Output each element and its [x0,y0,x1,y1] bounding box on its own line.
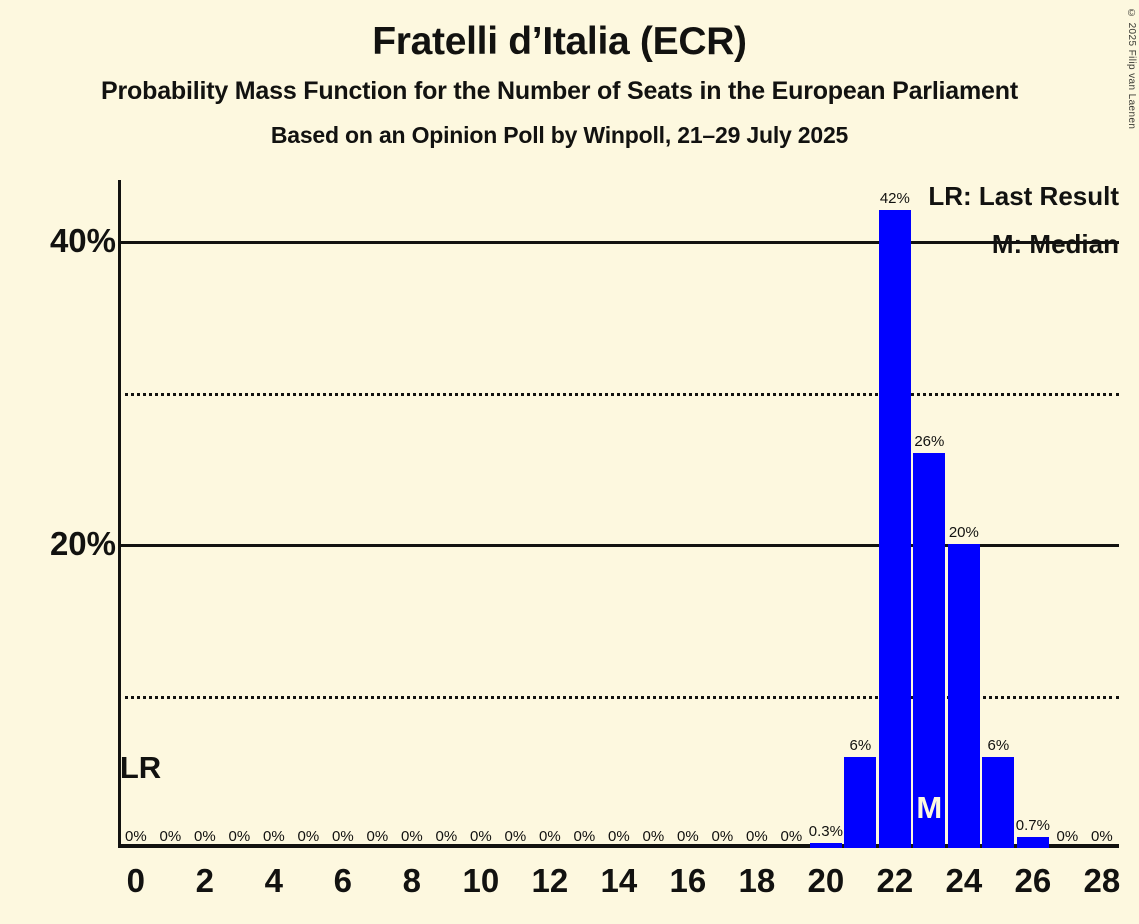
x-tick-label-20: 20 [807,862,845,899]
bar-seat-24 [947,544,980,848]
bar-seat-25 [982,756,1015,848]
x-tick-label-6: 6 [333,862,353,899]
x-axis-line [118,844,1119,848]
bar-value-label-19: 0% [780,828,803,845]
bar-value-label-7: 0% [366,828,389,845]
bar-value-label-6: 0% [332,828,354,845]
bar-value-label-25: 6% [987,736,1010,754]
bar-value-label-0: 0% [125,828,147,845]
bar-value-label-5: 0% [297,828,320,845]
chart-subtitle: Probability Mass Function for the Number… [101,76,1018,105]
bar-value-label-11: 0% [504,828,527,845]
median-marker: M [916,790,943,825]
bar-value-label-12: 0% [539,828,561,845]
y-tick-label-20: 20% [49,525,116,563]
last-result-marker: LR [119,750,162,785]
x-tick-label-0: 0 [126,862,146,899]
bar-value-label-21: 6% [849,736,872,754]
bar-value-label-18: 0% [746,828,768,845]
bar-seat-21 [844,756,877,848]
bar-value-label-4: 0% [263,828,285,845]
x-tick-label-18: 18 [738,862,776,899]
x-tick-label-10: 10 [462,862,500,899]
plot-area: 0% 0% 0% 0% 0% 0% 0% 0% 0% 0% 0% 0% 0% 0% 0% 0% 0% 0% 0% 0%… [118,180,1119,848]
bar-value-label-16: 0% [677,828,699,845]
bar-seat-20 [809,843,842,848]
chart-legend: LR: Last Result M: Median [719,183,1119,257]
bar-seat-23 [913,453,946,848]
page-title: Fratelli d’Italia (ECR) [372,20,747,63]
bar-value-label-14: 0% [608,828,630,845]
gridline-10 [118,696,1119,700]
bar-value-label-23: 26% [914,433,945,451]
gridline-40 [118,240,1119,244]
bar-value-label-20: 0.3% [808,823,843,841]
bar-value-label-26: 0.7% [1015,817,1050,835]
bar-value-label-3: 0% [228,828,251,845]
x-tick-label-24: 24 [945,862,983,899]
x-tick-label-28: 28 [1083,862,1121,899]
bar-value-label-13: 0% [573,828,596,845]
bar-value-label-2: 0% [194,828,216,845]
bar-value-label-27: 0% [1056,828,1079,845]
y-tick-label-40: 40% [49,221,116,259]
bar-value-label-9: 0% [435,828,458,845]
y-axis-line [118,180,121,848]
bar-value-label-8: 0% [401,828,423,845]
x-tick-label-14: 14 [600,862,638,899]
x-tick-label-2: 2 [195,862,215,899]
legend-median: M: Median [991,229,1119,259]
bar-value-label-10: 0% [470,828,492,845]
bar-value-label-28: 0% [1091,828,1113,845]
bar-seat-26 [1016,837,1049,848]
bar-value-label-17: 0% [711,828,734,845]
legend-last-result: LR: Last Result [928,181,1119,211]
title-block: Fratelli d’Italia (ECR) Probability Mass… [0,0,1119,149]
bar-seat-22 [878,210,911,848]
chart-source-line: Based on an Opinion Poll by Winpoll, 21–… [270,121,849,148]
x-tick-label-12: 12 [531,862,569,899]
x-tick-label-8: 8 [402,862,422,899]
bar-value-label-1: 0% [159,828,182,845]
gridline-20 [118,544,1119,548]
x-tick-label-16: 16 [669,862,707,899]
bar-value-label-15: 0% [642,828,665,845]
copyright-notice: © 2025 Filip van Laenen [1126,8,1137,130]
bar-value-label-24: 20% [948,524,979,542]
gridline-30 [118,392,1119,396]
bar-value-label-22: 42% [879,190,910,208]
x-tick-label-22: 22 [876,862,914,899]
x-tick-label-26: 26 [1014,862,1052,899]
x-tick-label-4: 4 [264,862,284,899]
